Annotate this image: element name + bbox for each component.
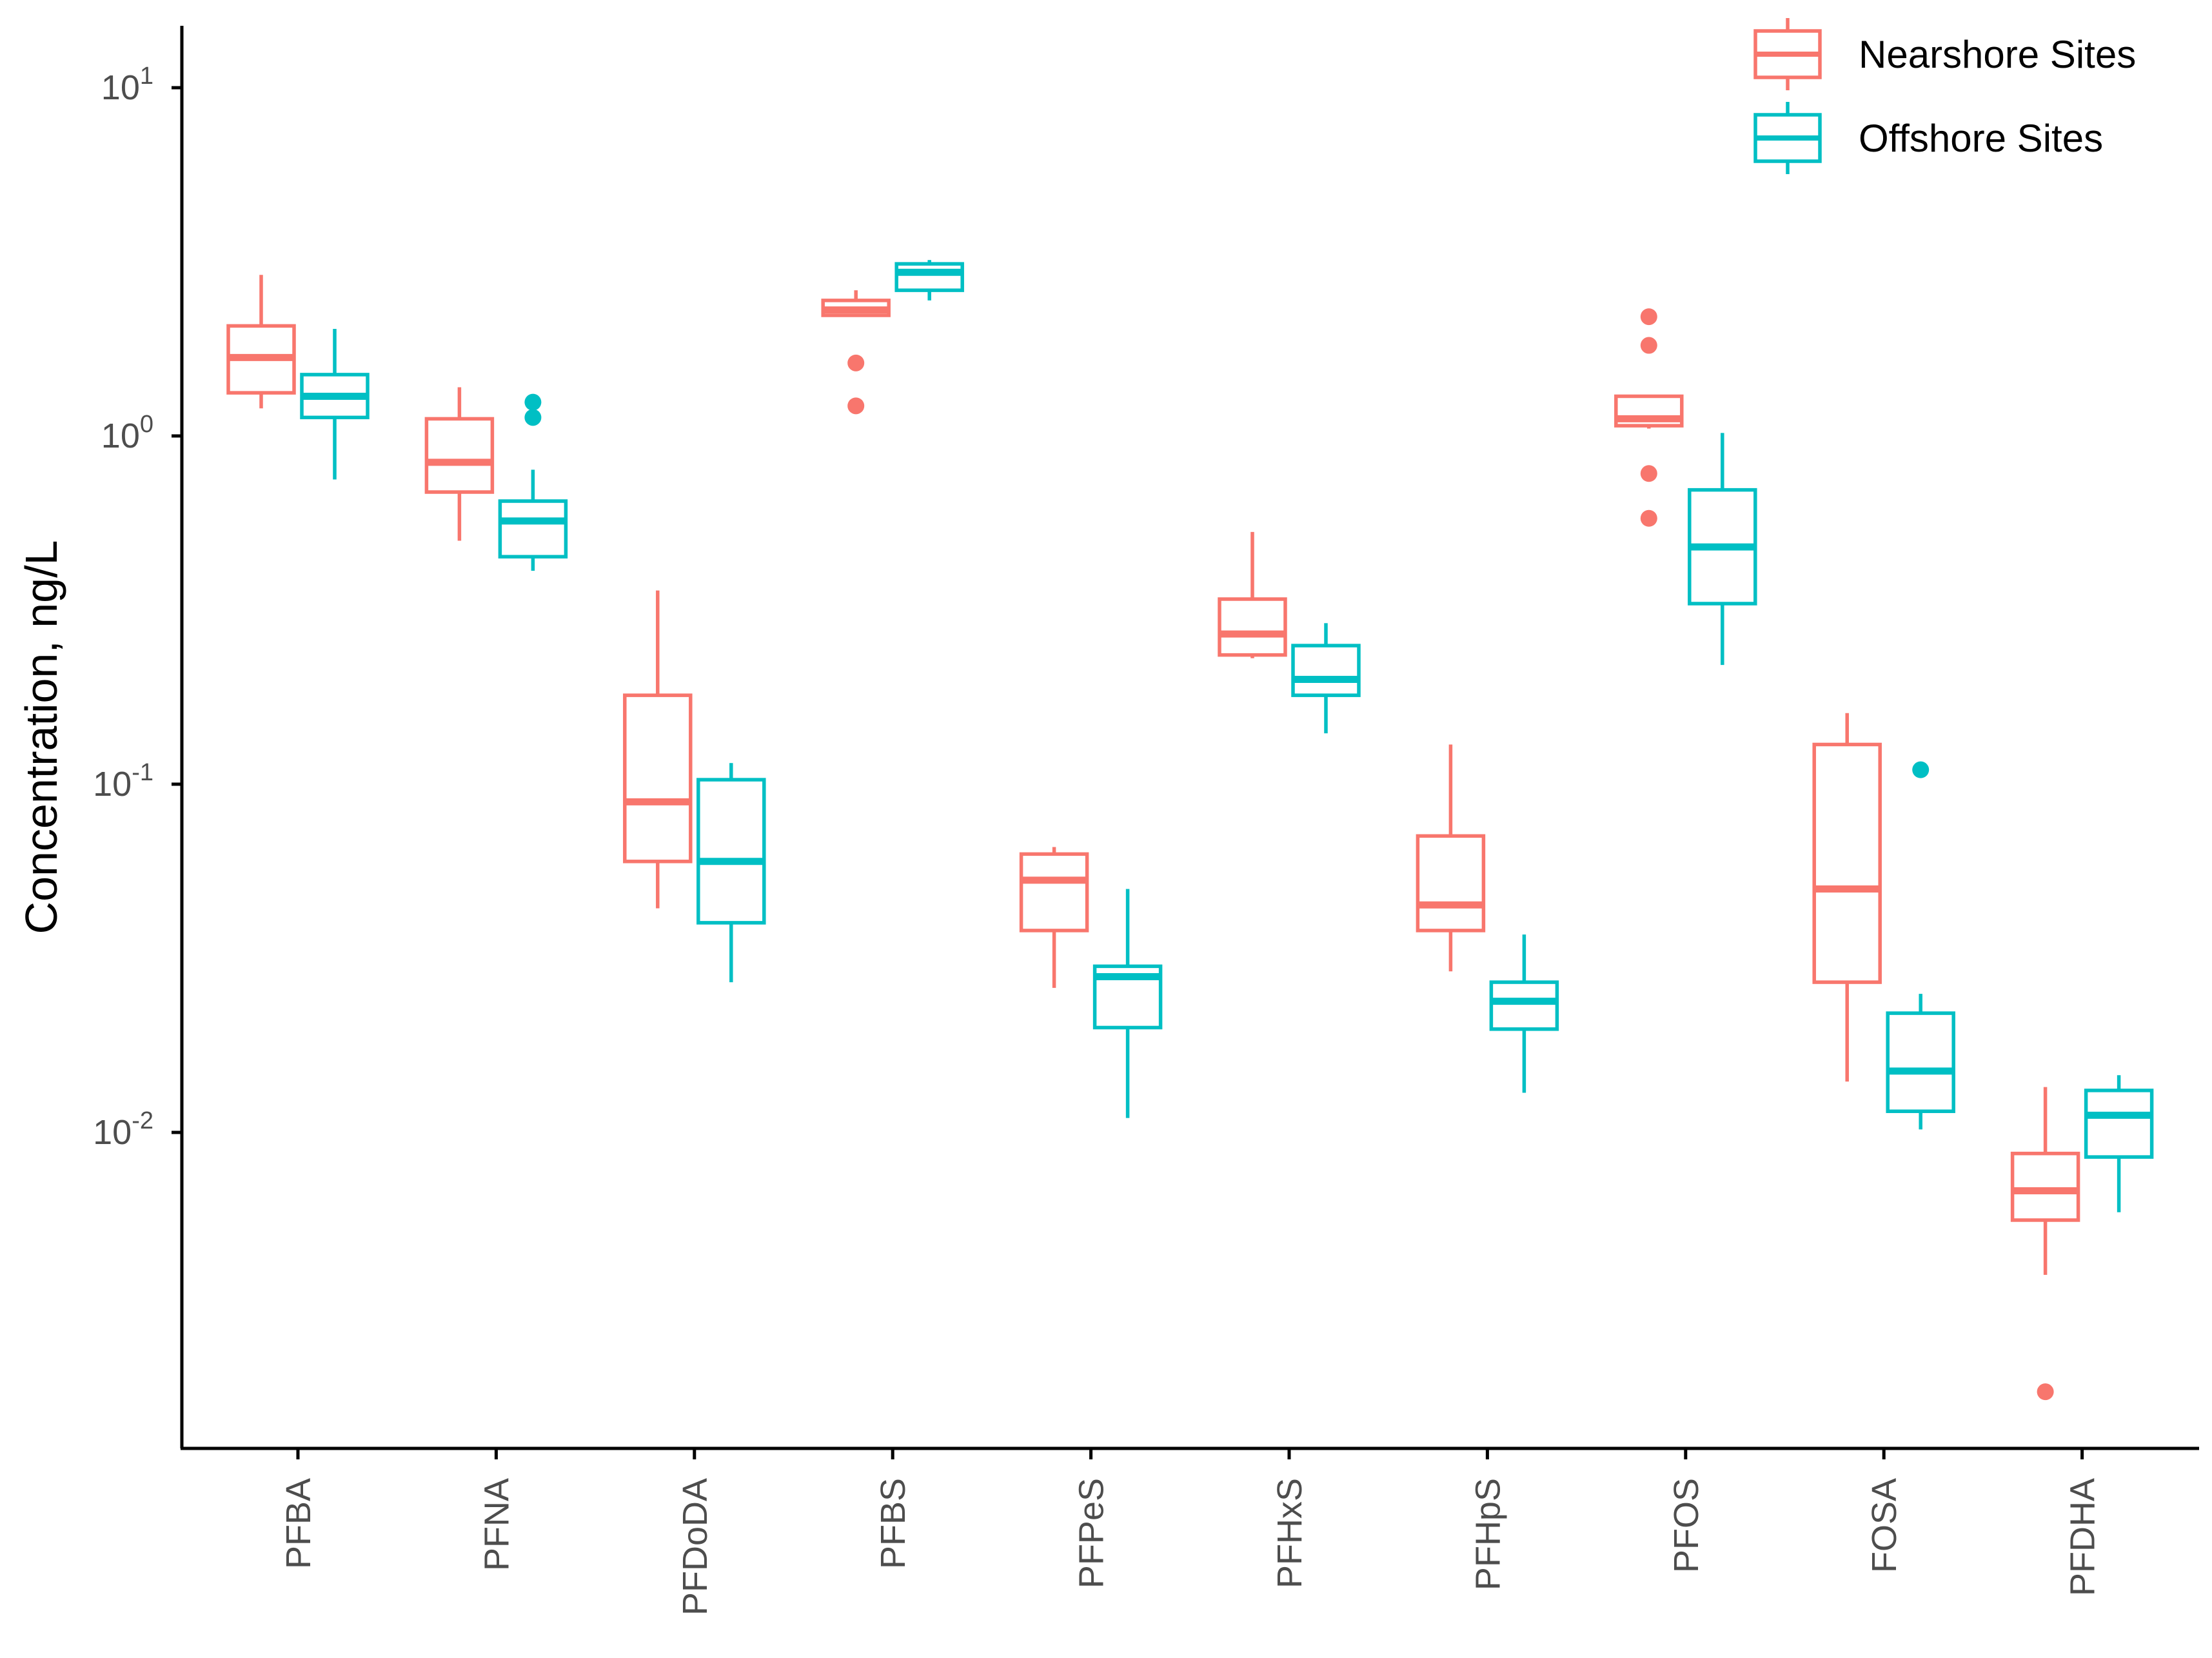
legend-item-offshore-sites: Offshore Sites xyxy=(1753,102,2103,174)
y-tick-label: 100 xyxy=(101,411,153,455)
iqr-box xyxy=(424,417,495,494)
box-offshore-sites-pfhps xyxy=(1489,934,1559,1093)
x-ticks: PFBA PFNA PFDoDA PFBS PFPeS PFHxS PFHpS PFOS FOS… xyxy=(279,1448,2102,1615)
x-tick-label-pfhps: PFHpS xyxy=(1468,1478,1507,1590)
outlier-point xyxy=(1640,509,1657,527)
outlier-point xyxy=(1640,337,1657,354)
iqr-box xyxy=(1812,742,1882,984)
box-offshore-sites-pfos xyxy=(1688,433,1757,666)
box-nearshore-sites-fosa xyxy=(1812,713,1882,1082)
axes-layer xyxy=(180,26,2199,1450)
box-offshore-sites-pfna xyxy=(498,393,568,571)
legend-label: Nearshore Sites xyxy=(1859,33,2136,76)
outlier-point xyxy=(1640,308,1657,326)
iqr-box xyxy=(1416,834,1486,933)
y-tick-label: 101 xyxy=(101,63,153,107)
box-offshore-sites-pfpes xyxy=(1092,889,1163,1118)
y-ticks: 101 100 10-1 10-2 xyxy=(93,63,182,1152)
outlier-point xyxy=(1640,465,1657,482)
box-nearshore-sites-pfba xyxy=(226,275,296,409)
iqr-box xyxy=(1291,644,1361,697)
iqr-box xyxy=(498,499,568,559)
y-axis-title: Concentration, ng/L xyxy=(16,540,66,934)
box-offshore-sites-fosa xyxy=(1886,761,1955,1130)
box-offshore-sites-pfdoda xyxy=(696,763,766,983)
box-offshore-sites-pfdha xyxy=(2084,1075,2154,1212)
legend-label: Offshore Sites xyxy=(1859,117,2103,160)
box-offshore-sites-pfbs xyxy=(894,260,964,301)
x-tick-label-pfos: PFOS xyxy=(1667,1478,1706,1573)
iqr-box xyxy=(696,778,766,925)
x-tick-label-pfna: PFNA xyxy=(477,1478,516,1571)
boxes-layer xyxy=(226,260,2154,1401)
y-tick-label: 10-2 xyxy=(93,1107,153,1152)
outlier-point xyxy=(1912,761,1930,778)
x-tick-label-pfdha: PFDHA xyxy=(2064,1478,2102,1596)
iqr-box xyxy=(623,693,693,864)
box-nearshore-sites-pfdoda xyxy=(623,590,693,909)
iqr-box xyxy=(2084,1089,2154,1159)
outlier-point xyxy=(847,354,865,371)
box-nearshore-sites-pfhxs xyxy=(1218,531,1287,658)
box-nearshore-sites-pfhps xyxy=(1416,744,1486,972)
box-nearshore-sites-pfdha xyxy=(2010,1087,2080,1401)
iqr-box xyxy=(1019,852,1089,933)
outlier-point xyxy=(2037,1383,2054,1401)
x-tick-label-fosa: FOSA xyxy=(1865,1478,1904,1573)
box-nearshore-sites-pfos xyxy=(1614,308,1684,527)
outlier-point xyxy=(847,397,865,415)
iqr-box xyxy=(1886,1011,1955,1113)
iqr-box xyxy=(2010,1151,2080,1222)
box-nearshore-sites-pfpes xyxy=(1019,847,1089,988)
box-nearshore-sites-pfbs xyxy=(821,290,891,415)
legend-item-nearshore-sites: Nearshore Sites xyxy=(1753,18,2136,90)
x-tick-label-pfba: PFBA xyxy=(279,1478,318,1569)
x-tick-label-pfhxs: PFHxS xyxy=(1270,1478,1309,1588)
outlier-point xyxy=(524,409,542,426)
x-tick-label-pfbs: PFBS xyxy=(874,1478,913,1569)
y-tick-label: 10-1 xyxy=(93,759,153,804)
legend: Nearshore Sites Offshore Sites xyxy=(1753,18,2136,174)
iqr-box xyxy=(1489,980,1559,1031)
x-tick-label-pfpes: PFPeS xyxy=(1072,1478,1111,1588)
box-offshore-sites-pfba xyxy=(300,328,370,480)
box-nearshore-sites-pfna xyxy=(424,387,495,541)
x-tick-label-pfdoda: PFDoDA xyxy=(676,1478,715,1615)
iqr-box xyxy=(894,262,964,292)
iqr-box xyxy=(1218,597,1287,657)
box-offshore-sites-pfhxs xyxy=(1291,623,1361,734)
outlier-point xyxy=(524,393,542,411)
